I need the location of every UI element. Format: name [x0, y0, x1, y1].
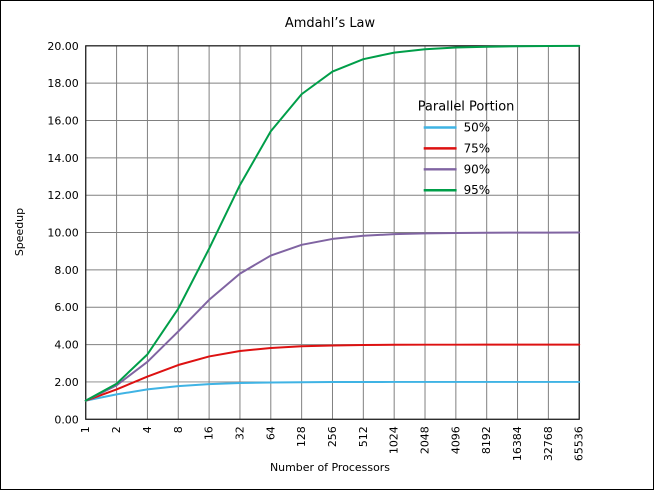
ticks-layer: 0.00 2.00 4.00 6.00 8.00 10.00 12.00 14.00 16.00…: [47, 40, 585, 461]
y-axis-label: Speedup: [13, 208, 26, 256]
y-tick-label: 12.00: [47, 189, 78, 202]
x-tick-label: 32: [233, 426, 246, 440]
x-tick-label: 1024: [388, 426, 401, 454]
y-tick-label: 2.00: [54, 376, 78, 389]
y-tick-label: 6.00: [54, 301, 78, 314]
y-tick-label: 10.00: [47, 227, 78, 240]
legend: Parallel Portion 50% 75% 90% 95%: [418, 100, 515, 198]
x-tick-label: 65536: [573, 426, 586, 461]
x-tick-label: 16: [203, 426, 216, 440]
x-axis-label: Number of Processors: [270, 461, 390, 474]
chart-title: Amdahl’s Law: [285, 16, 376, 31]
series-line-50%: [84, 380, 581, 402]
y-tick-label: 16.00: [47, 114, 78, 127]
x-tick-label: 2048: [418, 426, 431, 454]
y-tick-label: 0.00: [54, 413, 78, 426]
series-layer: [84, 44, 581, 402]
legend-item-label-75%: 75%: [464, 141, 491, 155]
x-tick-label: 2: [110, 426, 123, 433]
x-tick-label: 4096: [449, 426, 462, 454]
y-tick-label: 14.00: [47, 152, 78, 165]
y-tick-label: 8.00: [54, 264, 78, 277]
legend-title: Parallel Portion: [418, 100, 515, 115]
y-tick-label: 18.00: [47, 77, 78, 90]
x-tick-label: 512: [357, 426, 370, 447]
legend-item-label-50%: 50%: [464, 120, 491, 134]
series-line-75%: [84, 343, 581, 402]
x-tick-label: 16384: [511, 426, 524, 461]
x-tick-label: 8192: [480, 426, 493, 454]
y-tick-label: 4.00: [54, 339, 78, 352]
x-tick-label: 8: [172, 426, 185, 433]
x-tick-label: 1: [79, 426, 92, 433]
x-tick-label: 64: [264, 426, 277, 440]
legend-item-label-90%: 90%: [464, 162, 491, 176]
legend-item-label-95%: 95%: [464, 183, 491, 197]
y-tick-label: 20.00: [47, 40, 78, 53]
x-tick-label: 128: [295, 426, 308, 447]
x-tick-label: 4: [141, 426, 154, 433]
x-tick-label: 256: [326, 426, 339, 447]
series-line-90%: [84, 231, 581, 402]
series-line-95%: [84, 44, 581, 402]
x-tick-label: 32768: [542, 426, 555, 461]
